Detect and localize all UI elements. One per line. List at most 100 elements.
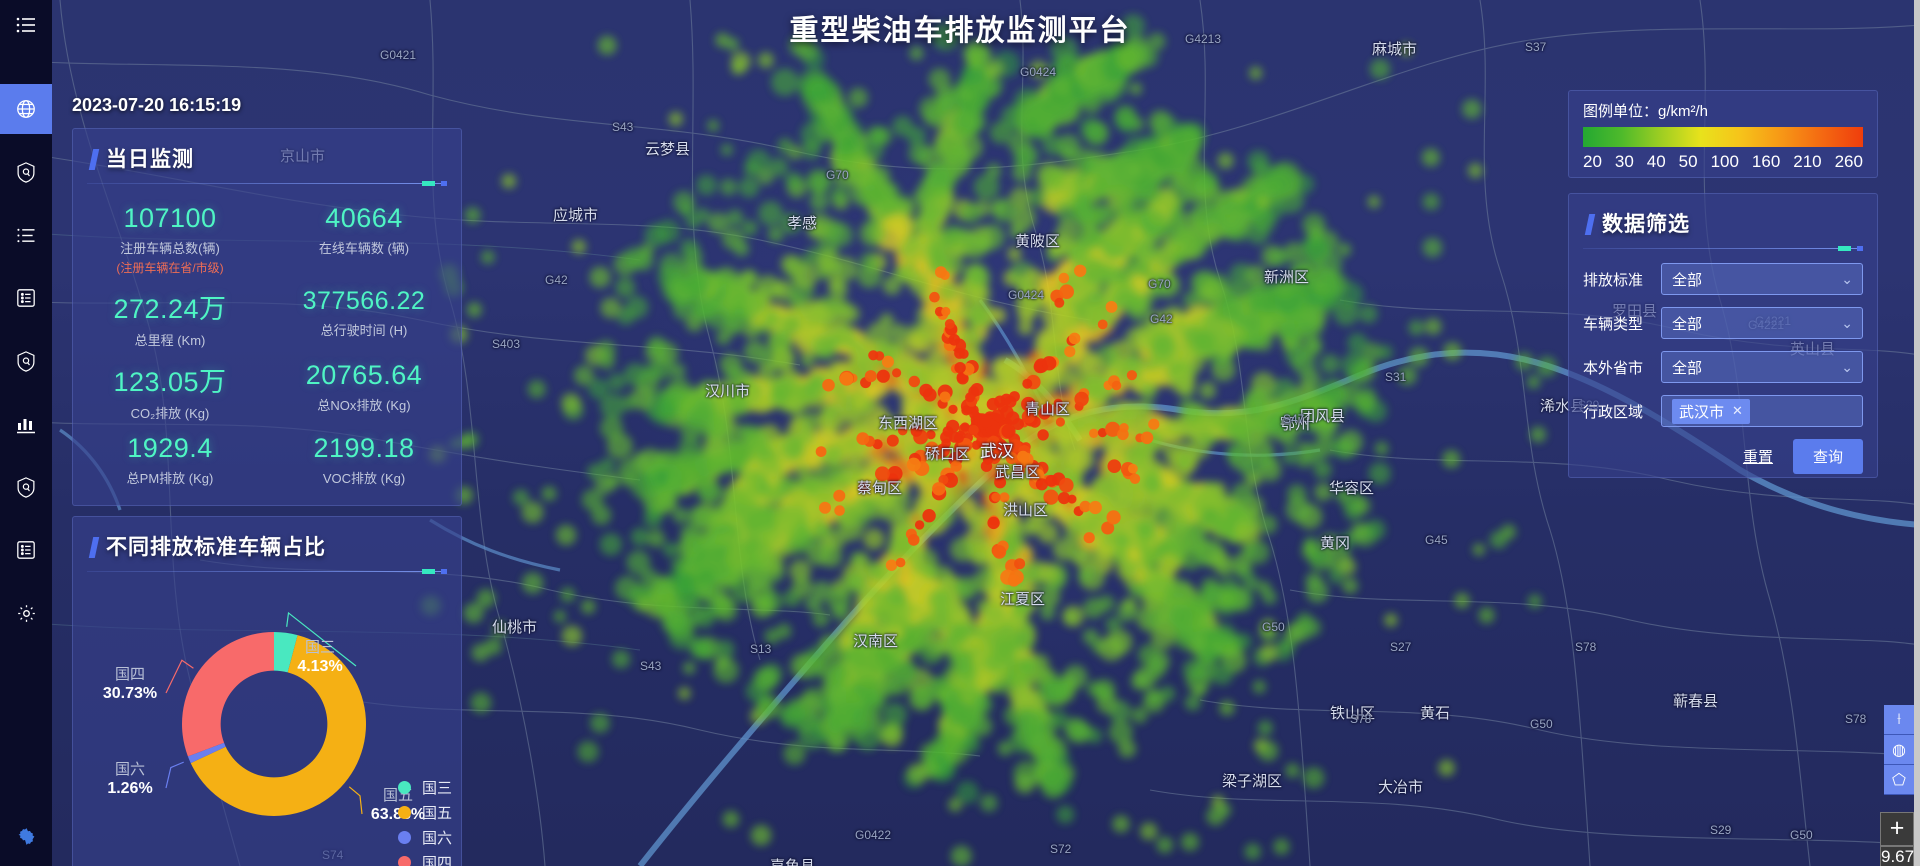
- left-sidebar: [0, 0, 52, 866]
- chevron-down-icon: ⌄: [1841, 359, 1853, 375]
- stat-value: 377566.22: [302, 287, 426, 315]
- filter-select[interactable]: 全部 ⌄: [1661, 307, 1863, 339]
- stat-label: 总PM排放 (Kg): [126, 471, 214, 486]
- donut-leader-line: [348, 786, 363, 815]
- stat-value: 2199.18: [313, 433, 415, 463]
- donut-slice[interactable]: [182, 632, 274, 757]
- filter-select[interactable]: 全部 ⌄: [1661, 263, 1863, 295]
- bar-chart-icon[interactable]: [0, 399, 52, 449]
- chevron-down-icon: ⌄: [1841, 271, 1853, 287]
- filter-value: 全部: [1672, 271, 1703, 289]
- divider: [87, 181, 447, 186]
- filter-panel-title: 数据筛选: [1602, 213, 1690, 236]
- legend-tick: 30: [1614, 152, 1634, 171]
- stat-sublabel: (注册车辆在省/市级): [116, 261, 224, 275]
- legend-color-dot: [398, 806, 411, 819]
- timestamp: 2023-07-20 16:15:19: [72, 95, 242, 115]
- filter-rows: 排放标准 全部 ⌄ 车辆类型 全部 ⌄ 本外省市 全部 ⌄ 行政区域 武汉市 ✕: [1569, 263, 1877, 427]
- menu-icon[interactable]: [0, 0, 52, 50]
- stat-label: 总行驶时间 (H): [320, 323, 408, 338]
- sidebar-item-globe[interactable]: [0, 84, 52, 134]
- report-icon-2[interactable]: [0, 525, 52, 575]
- daily-stats-grid: 107100 注册车辆总数(辆) (注册车辆在省/市级) 40664 在线车辆数 (辆)…: [73, 184, 461, 491]
- reset-button[interactable]: 重置: [1742, 449, 1773, 466]
- emission-standard-ratio-panel: 不同排放标准车辆占比 国三4.13%国五63.88%国六1.26%国四30.73…: [72, 516, 462, 866]
- filter-label: 本外省市: [1583, 359, 1644, 377]
- legend-label: 国三: [422, 780, 453, 797]
- donut-slice[interactable]: [274, 632, 298, 673]
- filter-value: 全部: [1672, 315, 1703, 333]
- filter-value: 全部: [1672, 359, 1703, 377]
- map-color-legend: 图例单位：g/km²/h 20 30 40 50 100 160 210 260: [1568, 90, 1878, 178]
- accent-bar: [88, 149, 100, 170]
- shield-search-icon-2[interactable]: [0, 336, 52, 386]
- shield-search-icon-1[interactable]: [0, 147, 52, 197]
- stat-card: 272.24万总里程 (Km): [73, 280, 267, 353]
- filter-label: 车辆类型: [1583, 315, 1644, 333]
- filter-select[interactable]: 全部 ⌄: [1661, 351, 1863, 383]
- divider: [1583, 246, 1863, 251]
- legend-unit-label: 图例单位：g/km²/h: [1583, 103, 1709, 120]
- legend-gradient-bar: [1583, 127, 1863, 147]
- legend-label: 国五: [422, 805, 453, 822]
- stat-label: 注册车辆总数(辆): [120, 241, 220, 256]
- filter-row-3: 行政区域 武汉市 ✕: [1583, 395, 1863, 427]
- legend-color-dot: [398, 856, 411, 866]
- shield-search-icon-3[interactable]: [0, 462, 52, 512]
- donut-chart-legend[interactable]: 国三国五国六国四: [398, 775, 452, 866]
- donut-chart-svg: [165, 611, 366, 816]
- donut-slice[interactable]: [187, 742, 226, 764]
- stat-label: 总NOx排放 (Kg): [317, 398, 411, 413]
- selected-tag[interactable]: 武汉市 ✕: [1672, 398, 1750, 424]
- settings-gear-icon[interactable]: [0, 806, 52, 866]
- stat-card: 40664 在线车辆数 (辆): [267, 196, 461, 280]
- map-zoom-controls: +: [1880, 812, 1914, 846]
- data-filter-panel: 数据筛选 排放标准 全部 ⌄ 车辆类型 全部 ⌄ 本外省市 全部 ⌄ 行政区域 武汉市 ✕ 重置 查询: [1568, 193, 1878, 478]
- stat-card: 20765.64 总NOx排放 (Kg): [267, 353, 461, 426]
- legend-tick: 260: [1834, 152, 1863, 171]
- stat-value: 20765.64: [305, 360, 423, 390]
- filter-multiselect[interactable]: 武汉市 ✕: [1661, 395, 1863, 427]
- report-icon-1[interactable]: [0, 273, 52, 323]
- zoom-in-button[interactable]: +: [1880, 812, 1914, 846]
- ratio-panel-header: 不同排放标准车辆占比: [73, 517, 461, 561]
- legend-tick: 20: [1583, 152, 1602, 171]
- filter-row-2: 本外省市 全部 ⌄: [1583, 351, 1863, 383]
- accent-bar: [88, 537, 100, 558]
- donut-leader-line: [165, 761, 184, 789]
- legend-label: 国四: [422, 855, 453, 866]
- globe-tool-icon[interactable]: ◍: [1884, 735, 1914, 765]
- legend-color-dot: [398, 831, 411, 844]
- gear-icon[interactable]: [0, 588, 52, 638]
- legend-item[interactable]: 国五: [398, 800, 452, 825]
- sidebar-item-list[interactable]: [0, 210, 52, 260]
- map-tool-buttons: ⟊ ◍ ⬠: [1884, 705, 1914, 795]
- stat-value: 40664: [325, 203, 403, 233]
- close-icon[interactable]: ✕: [1732, 403, 1743, 418]
- donut-slice[interactable]: [190, 635, 366, 816]
- legend-tick-labels: 20 30 40 50 100 160 210 260: [1583, 152, 1863, 172]
- legend-item[interactable]: 国四: [398, 850, 452, 866]
- legend-tick: 50: [1678, 152, 1698, 171]
- legend-tick: 160: [1751, 152, 1781, 171]
- filter-row-0: 排放标准 全部 ⌄: [1583, 263, 1863, 295]
- measure-tool-icon[interactable]: ⟊: [1884, 705, 1914, 735]
- filter-label: 排放标准: [1583, 271, 1644, 289]
- stat-card: 123.05万 CO₂排放 (Kg): [73, 353, 267, 426]
- polygon-tool-icon[interactable]: ⬠: [1884, 765, 1914, 795]
- stat-value: 123.05万: [113, 367, 227, 397]
- stat-label: 总里程 (Km): [134, 333, 206, 348]
- stat-card: 107100 注册车辆总数(辆) (注册车辆在省/市级): [73, 196, 267, 280]
- ratio-panel-title: 不同排放标准车辆占比: [106, 536, 326, 559]
- legend-item[interactable]: 国三: [398, 775, 452, 800]
- daily-panel-title: 当日监测: [106, 148, 194, 171]
- stat-label: 在线车辆数 (辆): [318, 241, 410, 256]
- query-button[interactable]: 查询: [1792, 439, 1863, 474]
- stat-card: 2199.18 VOC排放 (Kg): [267, 426, 461, 491]
- legend-item[interactable]: 国六: [398, 825, 452, 850]
- stat-value: 107100: [123, 203, 217, 233]
- stat-value: 272.24万: [113, 294, 227, 324]
- map-right-edge: [1914, 0, 1920, 866]
